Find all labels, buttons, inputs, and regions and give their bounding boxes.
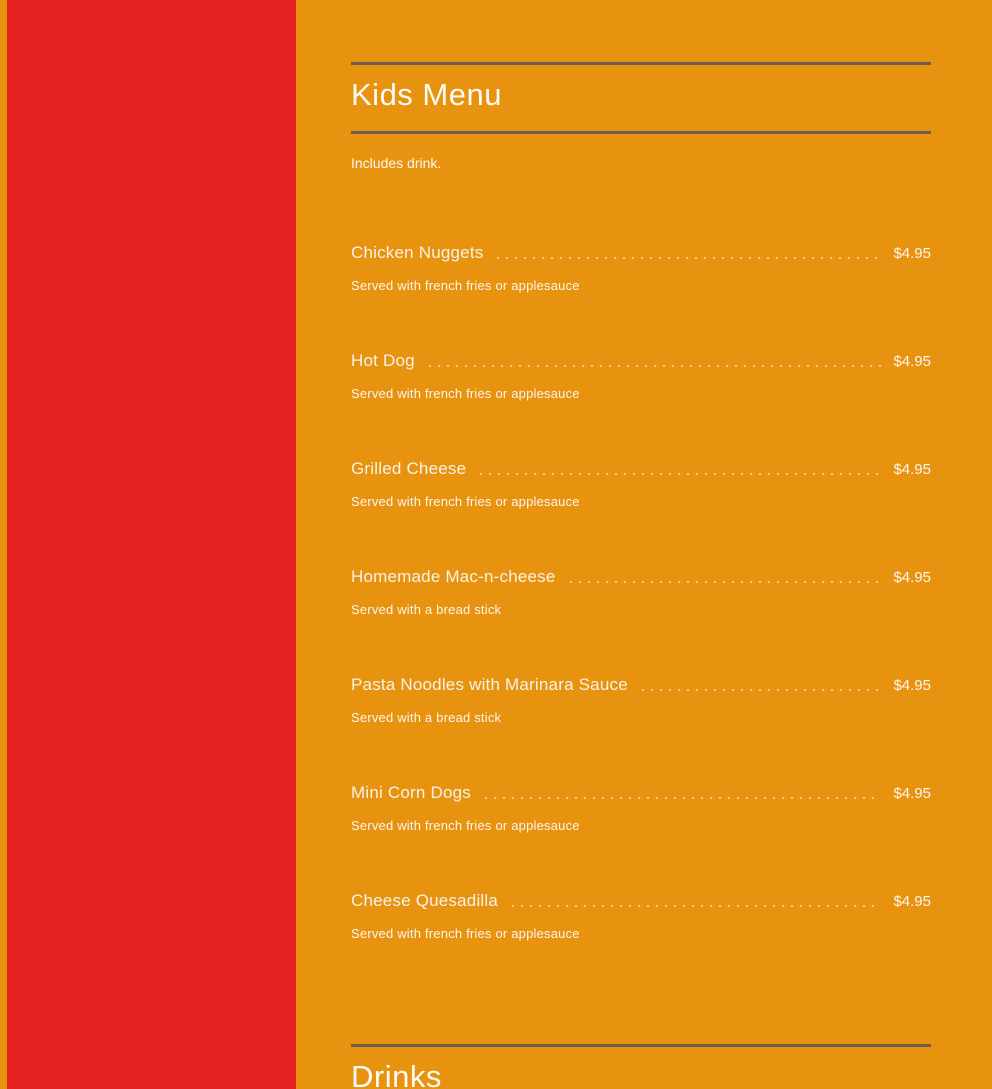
kids-menu-items: Chicken Nuggets $4.95 Served with french… xyxy=(351,241,931,943)
menu-item: Mini Corn Dogs $4.95 Served with french … xyxy=(351,781,931,835)
menu-item: Homemade Mac-n-cheese $4.95 Served with … xyxy=(351,565,931,619)
menu-item-name: Pasta Noodles with Marinara Sauce xyxy=(351,675,628,694)
dotted-leader xyxy=(480,473,882,475)
menu-item-line: Mini Corn Dogs $4.95 xyxy=(351,781,931,805)
drinks-title: Drinks xyxy=(351,1059,442,1089)
dotted-leader xyxy=(512,905,882,907)
menu-item-line: Cheese Quesadilla $4.95 xyxy=(351,889,931,913)
menu-content: Kids Menu Includes drink. Chicken Nugget… xyxy=(296,0,992,1089)
menu-item-price: $4.95 xyxy=(893,569,931,586)
menu-item-line: Hot Dog $4.95 xyxy=(351,349,931,373)
menu-item-name: Hot Dog xyxy=(351,351,415,370)
menu-item-description: Served with french fries or applesauce xyxy=(351,494,580,509)
menu-item: Pasta Noodles with Marinara Sauce $4.95 … xyxy=(351,673,931,727)
dotted-leader xyxy=(641,689,882,691)
menu-item-name: Grilled Cheese xyxy=(351,459,467,478)
menu-item-description: Served with a bread stick xyxy=(351,710,502,725)
menu-item-line: Homemade Mac-n-cheese $4.95 xyxy=(351,565,931,589)
kids-menu-section: Kids Menu Includes drink. Chicken Nugget… xyxy=(351,62,931,943)
menu-item-price: $4.95 xyxy=(893,677,931,694)
menu-item-price: $4.95 xyxy=(893,461,931,478)
menu-item-line: Pasta Noodles with Marinara Sauce $4.95 xyxy=(351,673,931,697)
dotted-leader xyxy=(569,581,882,583)
drinks-section: Drinks xyxy=(351,1044,931,1089)
menu-item: Cheese Quesadilla $4.95 Served with fren… xyxy=(351,889,931,943)
divider-line xyxy=(351,131,931,134)
kids-menu-note: Includes drink. xyxy=(351,155,442,171)
menu-item-description: Served with french fries or applesauce xyxy=(351,818,580,833)
menu-item-name: Homemade Mac-n-cheese xyxy=(351,567,556,586)
menu-item: Chicken Nuggets $4.95 Served with french… xyxy=(351,241,931,295)
menu-item-line: Chicken Nuggets $4.95 xyxy=(351,241,931,265)
dotted-leader xyxy=(484,797,882,799)
menu-item: Hot Dog $4.95 Served with french fries o… xyxy=(351,349,931,403)
menu-item-description: Served with french fries or applesauce xyxy=(351,386,580,401)
menu-item-line: Grilled Cheese $4.95 xyxy=(351,457,931,481)
divider-line xyxy=(351,1044,931,1047)
menu-item-name: Mini Corn Dogs xyxy=(351,783,471,802)
menu-item-description: Served with french fries or applesauce xyxy=(351,278,580,293)
menu-item-price: $4.95 xyxy=(893,245,931,262)
left-sidebar xyxy=(7,0,296,1089)
menu-item-description: Served with french fries or applesauce xyxy=(351,926,580,941)
menu-item-name: Chicken Nuggets xyxy=(351,243,484,262)
menu-item-price: $4.95 xyxy=(893,893,931,910)
dotted-leader xyxy=(428,365,882,367)
menu-item-description: Served with a bread stick xyxy=(351,602,502,617)
kids-menu-title: Kids Menu xyxy=(351,77,502,112)
divider-line xyxy=(351,62,931,65)
menu-item-name: Cheese Quesadilla xyxy=(351,891,499,910)
menu-item-price: $4.95 xyxy=(893,785,931,802)
dotted-leader xyxy=(497,257,882,259)
menu-item-price: $4.95 xyxy=(893,353,931,370)
menu-item: Grilled Cheese $4.95 Served with french … xyxy=(351,457,931,511)
